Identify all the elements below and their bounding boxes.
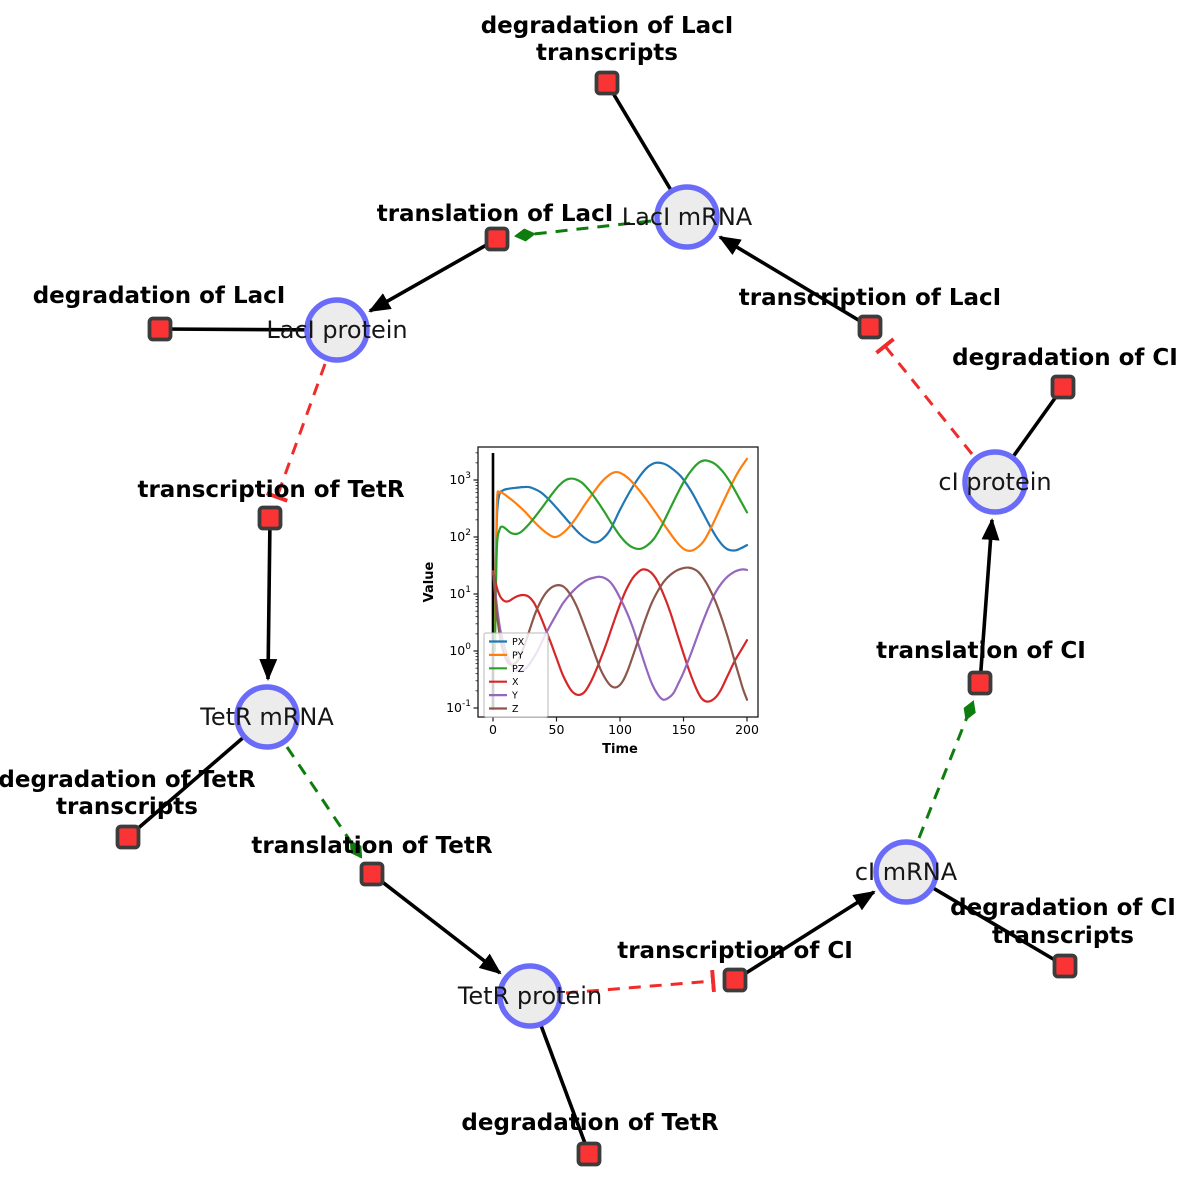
edge-transcription-tetr-produces-mrna	[259, 517, 278, 681]
y-tick-label: 103	[449, 471, 471, 487]
plot-legend: PX PY PZ XYZ	[483, 632, 549, 718]
y-tick-label: 101	[449, 585, 471, 601]
species-node-tetr-mrna[interactable]	[234, 684, 300, 750]
y-axis-title: Value	[422, 561, 437, 602]
reaction-node-transcription-tetr[interactable]	[257, 505, 283, 531]
species-layer	[234, 184, 1028, 1029]
reaction-label-degradation-tetr-transcripts-line2: transcripts	[56, 794, 198, 820]
species-node-tetr-protein[interactable]	[497, 963, 563, 1029]
edge-ci-mrna-catalyzes-translation	[917, 700, 976, 839]
reaction-label-degradation-laci-transcripts-line1: degradation of LacI	[481, 13, 734, 39]
reaction-node-transcription-laci[interactable]	[857, 314, 883, 340]
legend-label-z: Z	[512, 704, 519, 715]
legend-label-y: Y	[511, 691, 518, 702]
series-line-x	[491, 568, 749, 703]
species-label-ci-mrna: cI mRNA	[855, 858, 958, 886]
reaction-label-translation-laci: translation of LacI	[377, 201, 614, 227]
legend-label-py: PY	[512, 650, 524, 661]
edge-translation-tetr-produces-protein	[370, 872, 502, 975]
reaction-node-degradation-laci[interactable]	[147, 316, 173, 342]
reaction-label-translation-tetr: translation of TetR	[251, 833, 492, 859]
reaction-label-transcription-tetr: transcription of TetR	[137, 477, 404, 503]
species-node-ci-protein[interactable]	[962, 449, 1028, 515]
reaction-node-translation-ci[interactable]	[967, 670, 993, 696]
reaction-node-translation-tetr[interactable]	[359, 861, 385, 887]
reaction-label-degradation-tetr-transcripts-line1: degradation of TetR	[0, 767, 256, 793]
reaction-node-degradation-ci-transcripts[interactable]	[1052, 953, 1078, 979]
species-label-laci-protein: LacI protein	[266, 316, 407, 344]
species-node-laci-mrna[interactable]	[654, 184, 720, 250]
edge-layer	[126, 82, 1066, 1155]
label-layer: LacI mRNA LacI protein TetR mRNA TetR pr…	[0, 13, 1178, 1136]
reaction-label-transcription-ci: transcription of CI	[617, 938, 853, 964]
x-tick-label: 200	[735, 722, 759, 737]
x-tick-label: 150	[672, 722, 696, 737]
reaction-label-degradation-ci-transcripts-line2: transcripts	[992, 923, 1134, 949]
series-line-pz	[493, 459, 749, 653]
reaction-label-transcription-laci: transcription of LacI	[739, 285, 1002, 311]
timeseries-plot: 0 50 100 150 20010-1100101102103TimeValuePXP…	[422, 446, 759, 757]
legend-label-x: X	[512, 677, 519, 688]
edge-laci-protein-inhibits-tetr-transcription	[265, 363, 327, 503]
reaction-node-degradation-laci-transcripts[interactable]	[594, 70, 620, 96]
series-line-px	[493, 461, 749, 625]
species-label-laci-mrna: LacI mRNA	[622, 203, 753, 231]
x-tick-label: 100	[608, 722, 632, 737]
species-node-laci-protein[interactable]	[304, 297, 370, 363]
edge-tetr-mrna-catalyzes-translation	[285, 746, 363, 859]
reaction-label-degradation-ci-transcripts-line1: degradation of CI	[950, 895, 1176, 921]
y-tick-label: 100	[449, 642, 471, 658]
y-tick-label: 102	[449, 528, 471, 544]
edge-transcription-laci-produces-mrna	[718, 235, 871, 329]
x-tick-label: 50	[549, 722, 565, 737]
reaction-label-degradation-laci-transcripts-line2: transcripts	[536, 40, 678, 66]
reaction-layer	[115, 70, 1078, 1167]
legend-label-px: PX	[512, 637, 525, 648]
species-label-tetr-protein: TetR protein	[457, 982, 602, 1010]
reaction-node-degradation-ci[interactable]	[1050, 374, 1076, 400]
legend-label-pz: PZ	[512, 664, 525, 675]
edge-translation-laci-produces-protein	[368, 237, 498, 313]
reaction-node-transcription-ci[interactable]	[722, 967, 748, 993]
species-label-tetr-mrna: TetR mRNA	[199, 703, 334, 731]
reaction-label-translation-ci: translation of CI	[876, 638, 1086, 664]
edge-translation-ci-produces-protein	[978, 518, 1000, 684]
edge-laci-mrna-catalyzes-translation	[514, 219, 652, 242]
x-axis-title: Time	[602, 742, 638, 757]
reaction-label-degradation-tetr: degradation of TetR	[461, 1110, 718, 1136]
x-tick-label: 0	[489, 722, 497, 737]
species-node-ci-mrna[interactable]	[873, 839, 939, 905]
edge-transcription-ci-produces-mrna	[734, 890, 876, 982]
reaction-node-degradation-tetr-transcripts[interactable]	[115, 824, 141, 850]
reaction-node-translation-laci[interactable]	[484, 226, 510, 252]
edge-tetr-protein-inhibits-ci-transcription	[565, 969, 716, 995]
reaction-label-degradation-ci: degradation of CI	[952, 345, 1178, 371]
series-line-py	[493, 457, 749, 635]
reaction-label-degradation-laci: degradation of LacI	[33, 283, 286, 309]
species-label-ci-protein: cI protein	[938, 468, 1051, 496]
y-tick-label: 10-1	[446, 699, 471, 715]
edge-ci-protein-inhibits-laci-transcription	[875, 337, 974, 455]
reaction-node-degradation-tetr[interactable]	[576, 1141, 602, 1167]
